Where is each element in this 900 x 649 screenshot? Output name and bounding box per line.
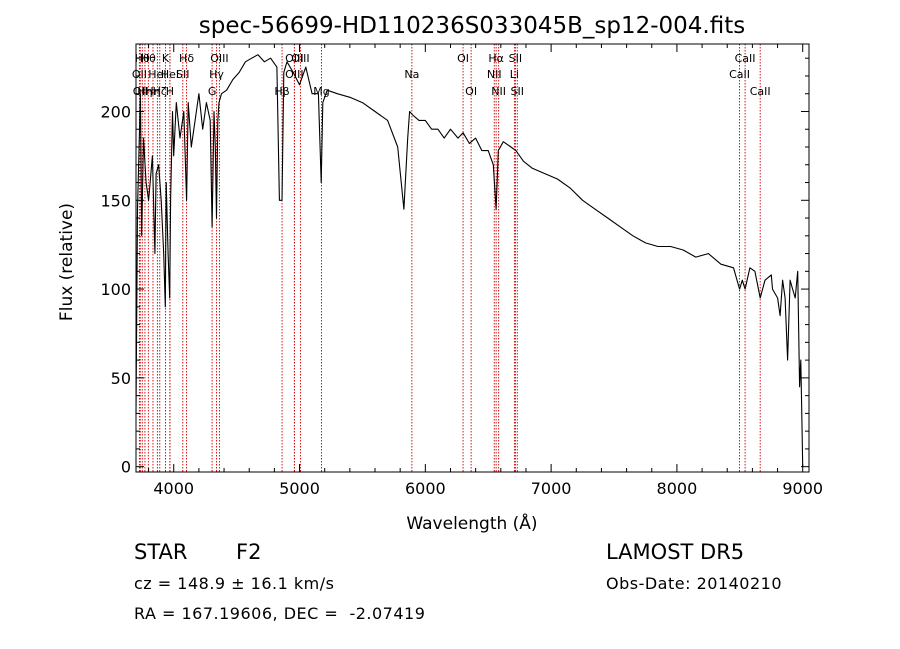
line-marker-label: NII <box>487 68 502 81</box>
y-tick-label: 0 <box>121 458 131 477</box>
spectral-line-labels: OIIOIIHθHηHθHηHeIHζKHHeISIIHδGHγOIIIHβOI… <box>132 52 771 98</box>
line-marker-label: H <box>166 85 174 98</box>
coordinates-readout: RA = 167.19606, DEC = -2.07419 <box>134 604 426 623</box>
x-tick-label: 7000 <box>531 479 572 498</box>
line-marker-label: CaII <box>735 52 756 65</box>
line-marker-label: Hβ <box>274 85 289 98</box>
chart-title: spec-56699-HD110236S033045B_sp12-004.fit… <box>199 13 745 39</box>
spectral-line-markers <box>138 44 761 472</box>
line-marker-label: OII <box>132 68 147 81</box>
line-marker-label: SII <box>509 52 522 65</box>
line-marker-label: SII <box>176 68 189 81</box>
line-marker-label: Hγ <box>209 68 224 81</box>
line-marker-label: NII <box>491 85 506 98</box>
line-marker-label: Hζ <box>153 85 167 98</box>
line-marker-label: G <box>208 85 217 98</box>
observation-date: Obs-Date: 20140210 <box>606 574 783 593</box>
line-marker-label: Hη <box>137 85 152 98</box>
redshift-readout: cz = 148.9 ± 16.1 km/s <box>134 574 335 593</box>
y-tick-label: 100 <box>100 280 131 299</box>
line-marker-label: Hα <box>488 52 504 65</box>
y-tick-label: 50 <box>111 369 131 388</box>
line-marker-label: Li <box>510 68 519 81</box>
line-marker-label: SII <box>511 85 524 98</box>
y-axis: 0 50 100 150 200 <box>100 57 809 477</box>
line-marker-label: Hη <box>145 85 160 98</box>
x-axis: 4000 5000 6000 7000 8000 9000 <box>148 44 823 498</box>
spectrum-line <box>135 54 804 467</box>
line-marker-label: OIII <box>285 52 303 65</box>
object-type: STAR <box>134 540 188 564</box>
x-tick-label: 8000 <box>657 479 698 498</box>
x-tick-label: 4000 <box>153 479 194 498</box>
line-marker-label: Hθ <box>141 52 156 65</box>
survey-name: LAMOST DR5 <box>606 540 745 564</box>
line-marker-label: OI <box>465 85 477 98</box>
line-marker-label: CaII <box>750 85 771 98</box>
line-marker-label: Hδ <box>179 52 194 65</box>
line-marker-label: HeI <box>148 68 166 81</box>
plot-frame <box>135 43 810 473</box>
line-marker-label: K <box>162 52 170 65</box>
line-marker-label: OI <box>457 52 469 65</box>
line-marker-label: CaII <box>729 68 750 81</box>
line-marker-label: OIII <box>210 52 228 65</box>
y-tick-label: 200 <box>100 102 131 121</box>
line-marker-label: Hθ <box>135 52 150 65</box>
y-axis-label: Flux (relative) <box>57 203 77 321</box>
x-tick-label: 6000 <box>405 479 446 498</box>
x-axis-label: Wavelength (Å) <box>406 512 537 534</box>
line-marker-label: OIII <box>291 52 309 65</box>
line-marker-label: Na <box>404 68 419 81</box>
x-tick-label: 5000 <box>279 479 320 498</box>
line-marker-label: HeI <box>161 68 179 81</box>
spectral-subclass: F2 <box>236 540 262 564</box>
y-tick-label: 150 <box>100 191 131 210</box>
x-tick-label: 9000 <box>782 479 823 498</box>
